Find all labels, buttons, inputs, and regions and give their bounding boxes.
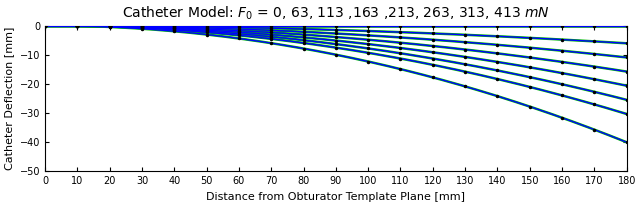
X-axis label: Distance from Obturator Template Plane [mm]: Distance from Obturator Template Plane [… [206,192,465,202]
Y-axis label: Catheter Deflection [mm]: Catheter Deflection [mm] [4,27,14,170]
Title: Catheter Model: $F_0$ = 0, 63, 113 ,163 ,213, 263, 313, 413 $mN$: Catheter Model: $F_0$ = 0, 63, 113 ,163 … [122,4,550,22]
